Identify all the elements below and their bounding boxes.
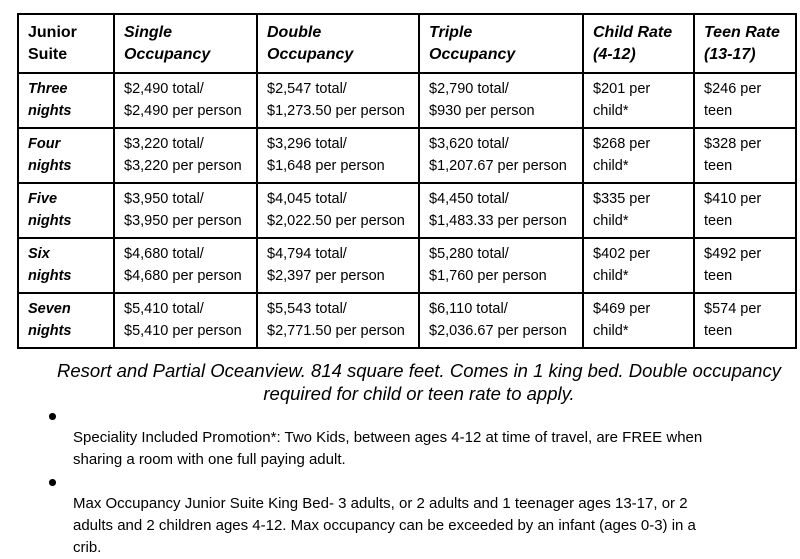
price-cell: $201 per child* [582,72,695,129]
price-cell: $2,790 total/ $930 per person [418,72,584,129]
pricing-table: Junior Suite Single Occupancy Double Occ… [17,13,797,349]
page: Junior Suite Single Occupancy Double Occ… [0,13,800,556]
price-cell: $410 per teen [693,182,797,239]
price-cell: $492 per teen [693,237,797,294]
price-cell: $5,410 total/ $5,410 per person [113,292,258,349]
price-cell: $4,794 total/ $2,397 per person [256,237,420,294]
table-row-seven-nights: Seven nights $5,410 total/ $5,410 per pe… [17,292,797,349]
column-header-junior-suite: Junior Suite [17,13,115,74]
column-header-double-occupancy: Double Occupancy [256,13,420,74]
bullet-icon [49,479,56,486]
note-text: Speciality Included Promotion*: Two Kids… [73,429,703,468]
price-cell: $3,296 total/ $1,648 per person [256,127,420,184]
row-header: Six nights [17,237,115,294]
price-cell: $246 per teen [693,72,797,129]
table-caption: Resort and Partial Oceanview. 814 square… [57,360,781,404]
row-header: Five nights [17,182,115,239]
table-header-row: Junior Suite Single Occupancy Double Occ… [17,13,797,74]
note-item-max-occupancy: Max Occupancy Junior Suite King Bed- 3 a… [47,471,759,559]
column-header-single-occupancy: Single Occupancy [113,13,258,74]
price-cell: $6,110 total/ $2,036.67 per person [418,292,584,349]
note-text: Max Occupancy Junior Suite King Bed- 3 a… [73,495,696,556]
column-header-child-rate: Child Rate (4-12) [582,13,695,74]
price-cell: $268 per child* [582,127,695,184]
table-row-four-nights: Four nights $3,220 total/ $3,220 per per… [17,127,797,184]
price-cell: $574 per teen [693,292,797,349]
column-header-triple-occupancy: Triple Occupancy [418,13,584,74]
price-cell: $402 per child* [582,237,695,294]
price-cell: $3,220 total/ $3,220 per person [113,127,258,184]
note-item-promotion: Speciality Included Promotion*: Two Kids… [47,405,759,471]
price-cell: $2,547 total/ $1,273.50 per person [256,72,420,129]
price-cell: $335 per child* [582,182,695,239]
notes-list: Speciality Included Promotion*: Two Kids… [47,405,759,559]
price-cell: $328 per teen [693,127,797,184]
column-header-teen-rate: Teen Rate (13-17) [693,13,797,74]
bullet-icon [49,413,56,420]
price-cell: $4,045 total/ $2,022.50 per person [256,182,420,239]
price-cell: $469 per child* [582,292,695,349]
table-row-five-nights: Five nights $3,950 total/ $3,950 per per… [17,182,797,239]
table-row-three-nights: Three nights $2,490 total/ $2,490 per pe… [17,72,797,129]
price-cell: $3,620 total/ $1,207.67 per person [418,127,584,184]
price-cell: $4,680 total/ $4,680 per person [113,237,258,294]
price-cell: $4,450 total/ $1,483.33 per person [418,182,584,239]
row-header: Four nights [17,127,115,184]
row-header: Seven nights [17,292,115,349]
table-row-six-nights: Six nights $4,680 total/ $4,680 per pers… [17,237,797,294]
price-cell: $5,543 total/ $2,771.50 per person [256,292,420,349]
row-header: Three nights [17,72,115,129]
price-cell: $2,490 total/ $2,490 per person [113,72,258,129]
price-cell: $3,950 total/ $3,950 per person [113,182,258,239]
price-cell: $5,280 total/ $1,760 per person [418,237,584,294]
